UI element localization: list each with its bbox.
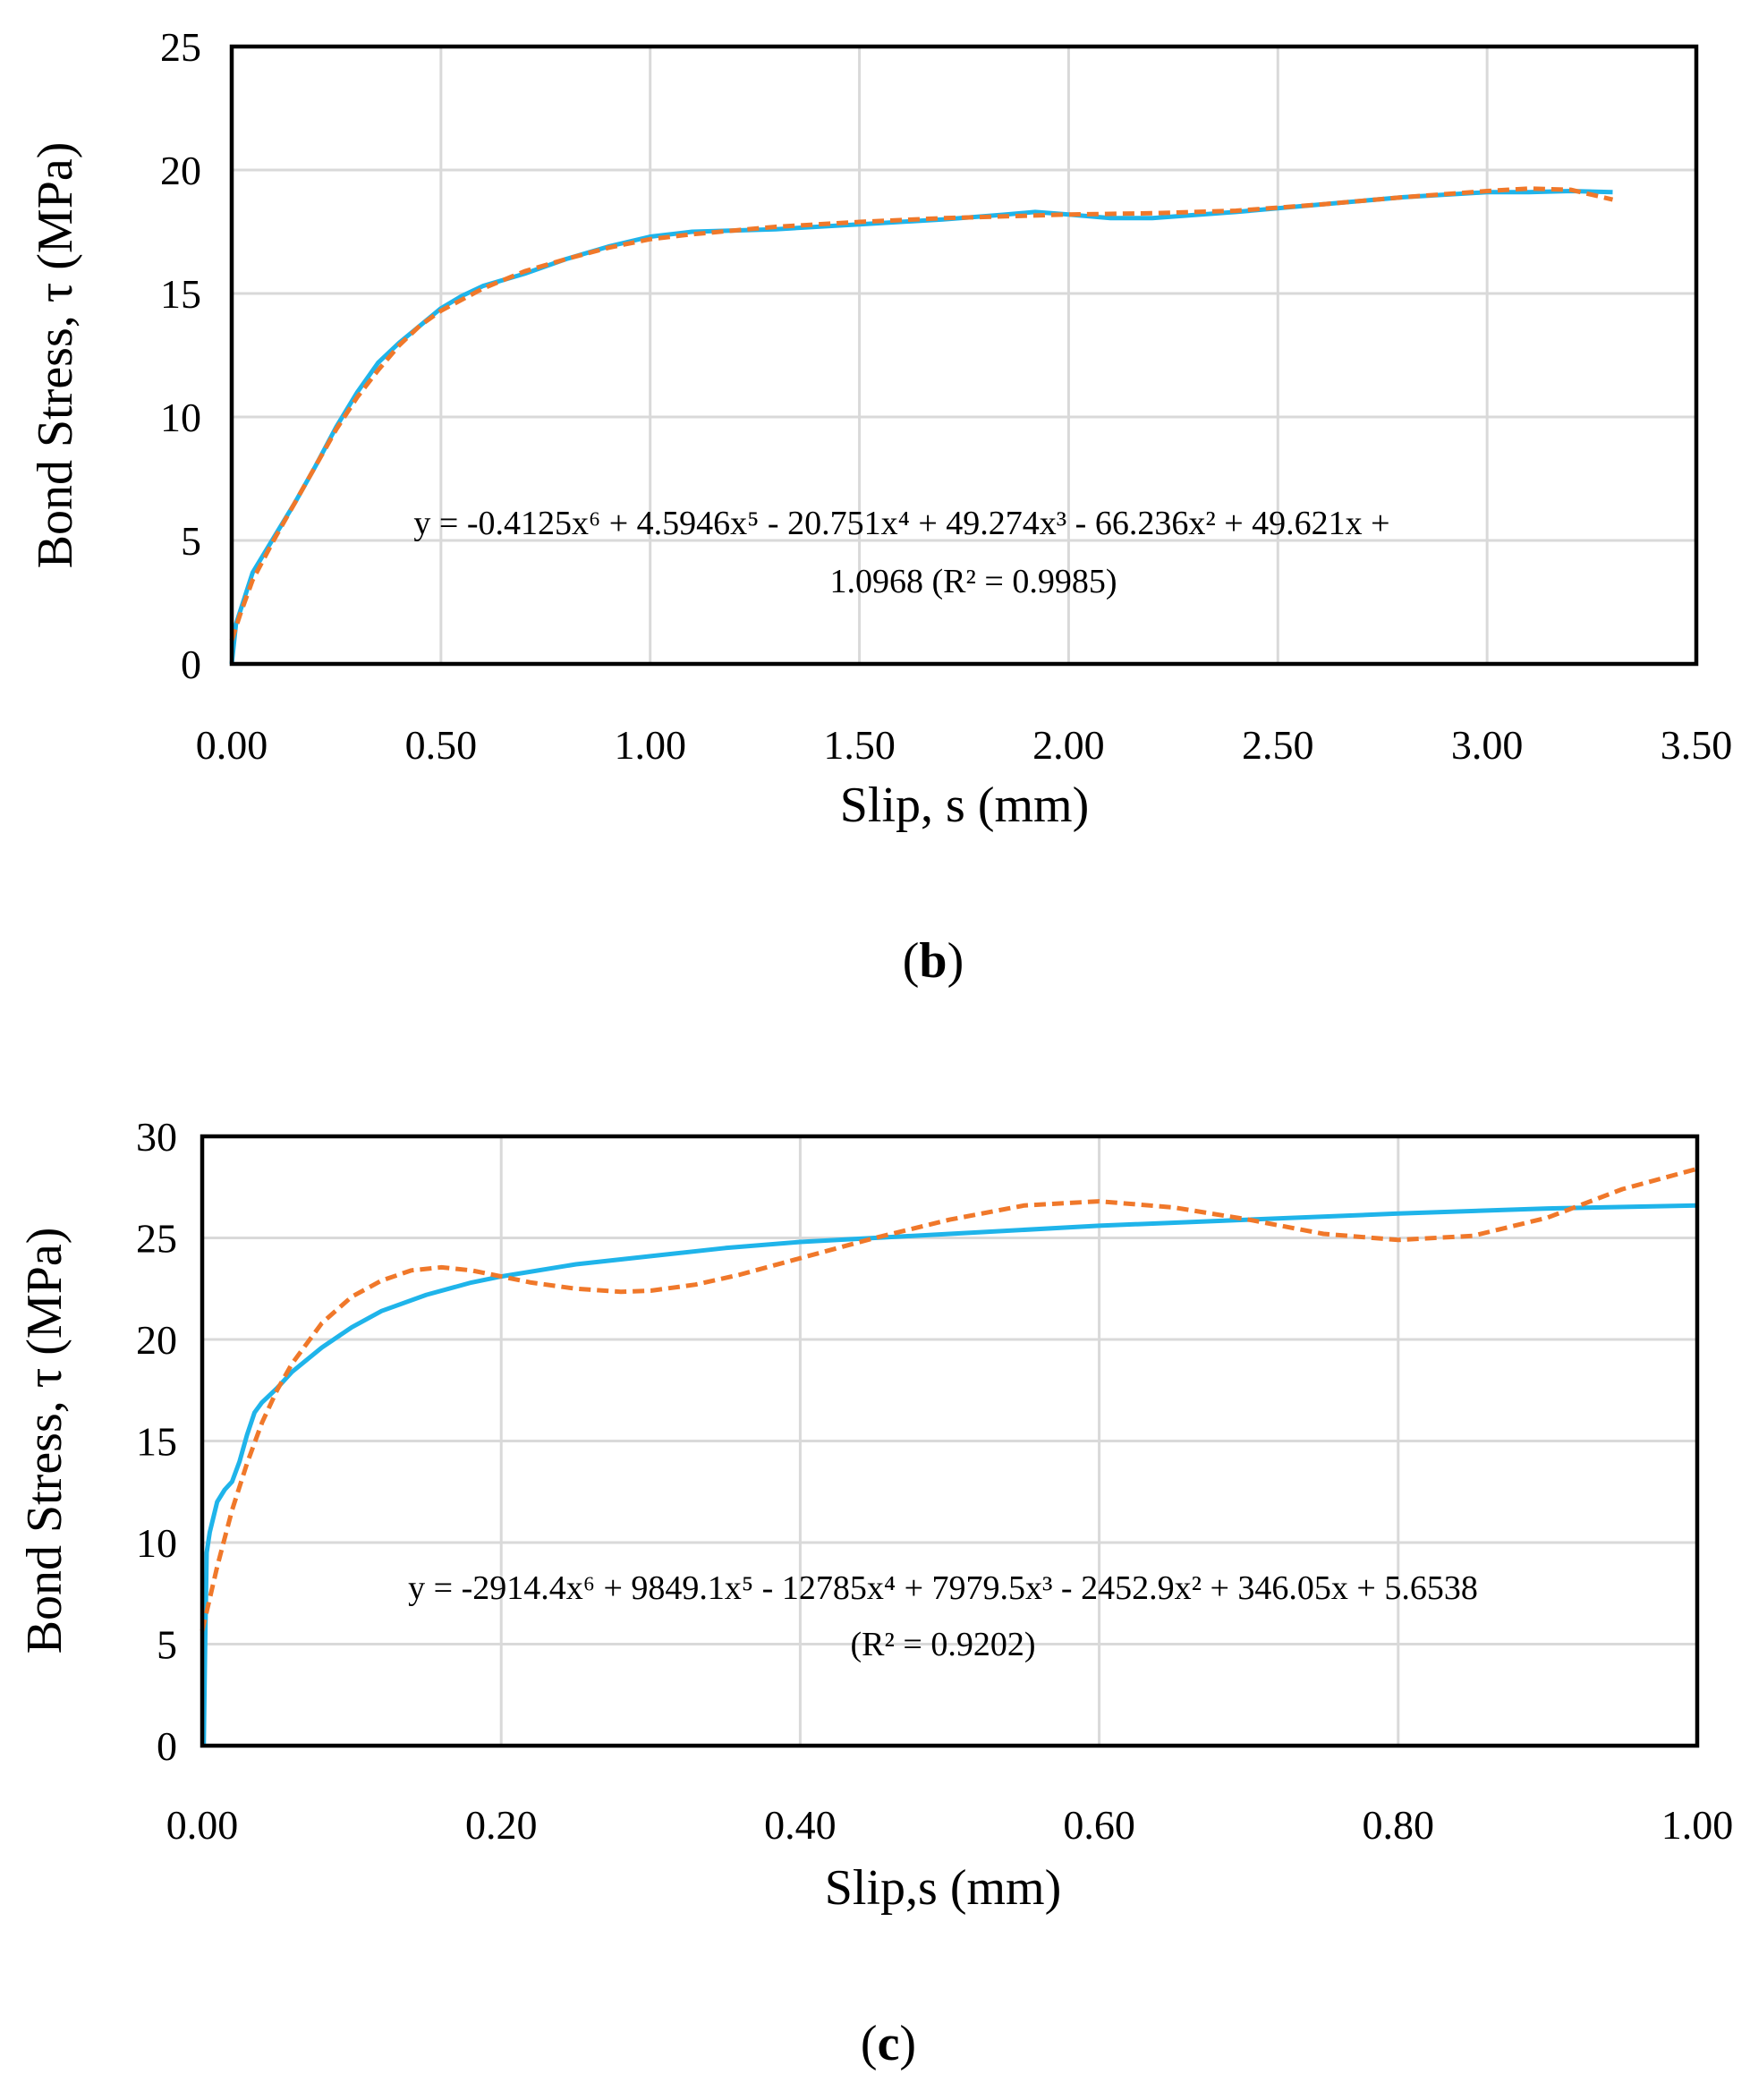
- chart-b-fit-line: [229, 186, 1614, 642]
- chart-b-x-tick-6: 3.00: [1451, 722, 1524, 768]
- chart-c-y-axis-label: Bond Stress, τ (MPa): [17, 1228, 72, 1654]
- panel-label-c: (c): [861, 2016, 916, 2071]
- chart-c-y-tick-0: 0: [157, 1723, 177, 1769]
- chart-b-x-ticks: 0.00 0.50 1.00 1.50 2.00 2.50 3.00 3.50: [196, 722, 1733, 768]
- chart-c-x-tick-3: 0.60: [1063, 1802, 1135, 1848]
- chart-b-x-tick-4: 2.00: [1032, 722, 1105, 768]
- chart-c-equation-line1: y = -2914.4x⁶ + 9849.1x⁵ - 12785x⁴ + 797…: [408, 1569, 1478, 1607]
- chart-b-y-tick-3: 15: [160, 271, 201, 317]
- chart-c-x-tick-2: 0.40: [764, 1802, 837, 1848]
- chart-b-equation-line1: y = -0.4125x⁶ + 4.5946x⁵ - 20.751x⁴ + 49…: [413, 505, 1389, 542]
- chart-c-y-tick-1: 5: [157, 1622, 177, 1668]
- panel-label-b: (b): [903, 933, 964, 989]
- chart-b-y-tick-1: 5: [181, 518, 201, 564]
- chart-b-y-tick-5: 25: [160, 24, 201, 70]
- chart-b-x-axis-label: Slip, s (mm): [840, 778, 1089, 833]
- chart-c-experimental-line: [201, 1203, 1698, 1747]
- chart-c-x-tick-0: 0.00: [166, 1802, 239, 1848]
- chart-b-x-tick-7: 3.50: [1661, 722, 1733, 768]
- chart-c-y-tick-5: 25: [136, 1216, 177, 1262]
- chart-c: 0.00 0.20 0.40 0.60 0.80 1.00 0 5 10 15 20 25 30 y …: [17, 1114, 1733, 1916]
- chart-b-equation-line2: 1.0968 (R² = 0.9985): [830, 563, 1117, 600]
- chart-b-y-tick-0: 0: [181, 642, 201, 687]
- chart-b-x-tick-0: 0.00: [196, 722, 268, 768]
- chart-c-fit-line: [200, 1166, 1698, 1632]
- chart-c-x-ticks: 0.00 0.20 0.40 0.60 0.80 1.00: [166, 1802, 1734, 1848]
- chart-c-y-ticks: 0 5 10 15 20 25 30: [136, 1114, 177, 1769]
- chart-b-plot-frame: [229, 44, 1699, 667]
- chart-b-y-tick-2: 10: [160, 395, 201, 440]
- chart-c-plot-frame: [200, 1134, 1700, 1748]
- chart-c-x-tick-5: 1.00: [1661, 1802, 1734, 1848]
- chart-c-equation-line2: (R² = 0.9202): [851, 1626, 1036, 1663]
- chart-c-y-tick-3: 15: [136, 1419, 177, 1465]
- chart-b-x-tick-5: 2.50: [1242, 722, 1314, 768]
- chart-c-y-tick-6: 30: [136, 1114, 177, 1160]
- chart-b-y-ticks: 0 5 10 15 20 25: [160, 24, 201, 687]
- chart-b-x-tick-2: 1.00: [614, 722, 686, 768]
- chart-c-x-tick-1: 0.20: [465, 1802, 538, 1848]
- chart-b-y-axis-label: Bond Stress, τ (MPa): [28, 142, 83, 569]
- chart-c-x-axis-label: Slip,s (mm): [825, 1860, 1061, 1916]
- chart-c-x-tick-4: 0.80: [1363, 1802, 1435, 1848]
- chart-b-y-tick-4: 20: [160, 148, 201, 193]
- panel-letter-b: b: [919, 933, 947, 989]
- chart-b: 0.00 0.50 1.00 1.50 2.00 2.50 3.00 3.50 0 5 10 15 2…: [28, 24, 1732, 833]
- chart-b-x-tick-3: 1.50: [823, 722, 896, 768]
- chart-c-y-tick-2: 10: [136, 1520, 177, 1566]
- panel-letter-c: c: [878, 2016, 900, 2071]
- chart-b-x-tick-1: 0.50: [405, 722, 478, 768]
- chart-c-y-tick-4: 20: [136, 1317, 177, 1363]
